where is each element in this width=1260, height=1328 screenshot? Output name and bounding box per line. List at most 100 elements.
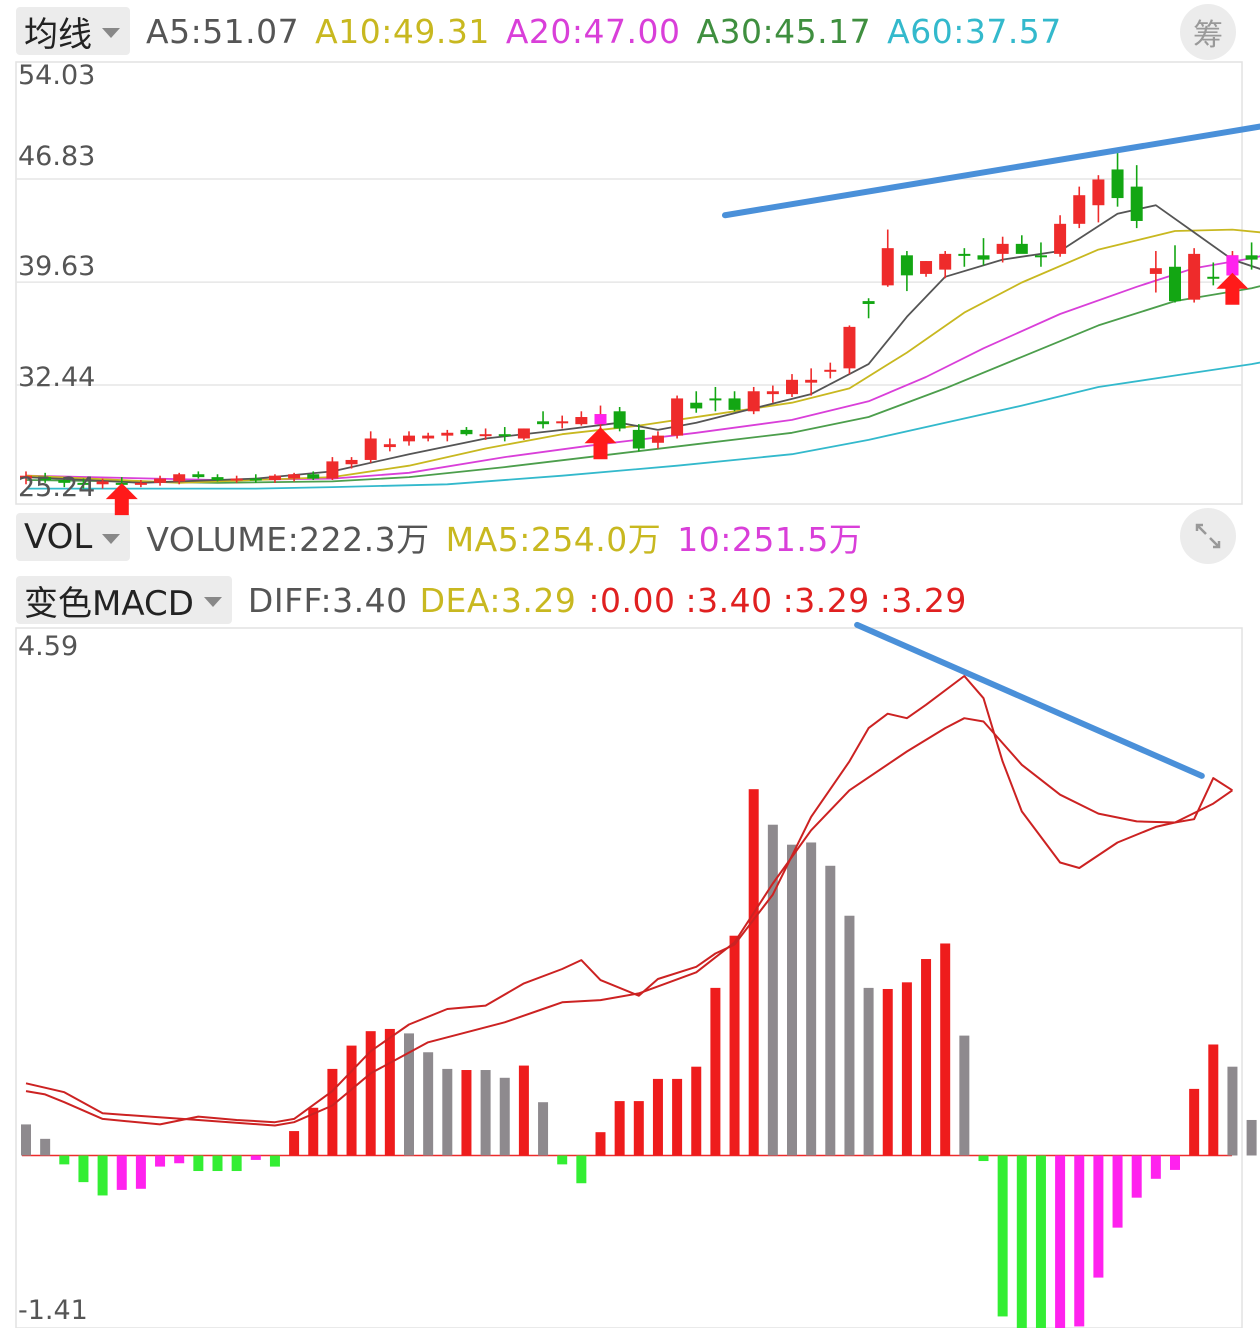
ma10-line	[25, 228, 1260, 484]
macd-bar	[1035, 1155, 1046, 1328]
macd-bar	[442, 1068, 453, 1156]
candle-body	[154, 478, 167, 483]
candle-body	[96, 481, 109, 485]
macd-bar	[978, 1155, 989, 1162]
macd-bar	[921, 959, 932, 1156]
macd-bar	[212, 1155, 223, 1172]
macd-bar	[538, 1102, 549, 1156]
chevron-down-icon	[203, 597, 222, 607]
ma-header: 均线 A5:51.07 A10:49.31 A20:47.00 A30:45.1…	[0, 2, 1062, 60]
macd-bar	[576, 1155, 587, 1184]
macd-bar	[767, 824, 778, 1156]
candle-body	[843, 326, 856, 369]
ma20-line	[25, 255, 1260, 481]
macd-bar	[1055, 1155, 1066, 1328]
macd-value-1: :0.00	[588, 580, 676, 620]
indicator-selector-vol[interactable]: VOL	[16, 513, 131, 561]
macd-value-2: :3.40	[685, 580, 773, 620]
candle-body	[1130, 186, 1143, 221]
expand-button[interactable]	[1180, 508, 1236, 564]
macd-bar	[787, 844, 797, 1156]
macd-bar	[155, 1155, 166, 1167]
macd-bar	[365, 1031, 376, 1156]
macd-bar	[480, 1070, 491, 1156]
macd-bar	[863, 987, 874, 1156]
ma30-line	[25, 285, 1260, 484]
macd-bar	[633, 1101, 644, 1156]
candle-body	[575, 417, 588, 425]
chip-distribution-button[interactable]: 筹	[1180, 4, 1236, 60]
vol-header: VOL VOLUME:222.3万 MA5:254.0万 10:251.5万	[0, 508, 862, 566]
candle-body	[134, 482, 147, 485]
candle-body	[1207, 276, 1220, 279]
macd-bar	[518, 1065, 529, 1156]
price-tick-3: 32.44	[18, 362, 96, 393]
candle-body	[268, 475, 281, 480]
candle-body	[39, 477, 52, 480]
macd-bar	[997, 1155, 1008, 1317]
ma60-line	[26, 361, 1260, 490]
candle-body	[20, 475, 32, 479]
macd-bar	[135, 1155, 146, 1189]
price-tick-1: 46.83	[18, 141, 96, 172]
candle-body	[1245, 255, 1258, 260]
candle-body	[690, 402, 703, 409]
candle-body	[1111, 169, 1124, 199]
candle-body	[651, 435, 664, 443]
candle-body	[460, 429, 473, 435]
macd-bar	[423, 1052, 434, 1156]
candle-body	[900, 255, 913, 276]
candle-body	[249, 478, 262, 481]
candle-body	[805, 379, 818, 383]
candle-body	[977, 255, 990, 260]
candle-body	[77, 482, 90, 485]
candle-body	[747, 391, 760, 412]
macd-bar	[1170, 1155, 1180, 1170]
macd-bar	[289, 1131, 300, 1156]
indicator-selector-label: 变色MACD	[24, 583, 194, 624]
macd-bar	[308, 1107, 319, 1156]
indicator-selector-label: 均线	[24, 14, 92, 55]
candle-body	[58, 479, 71, 483]
price-tick-4: 25.24	[18, 472, 96, 503]
macd-bar	[1016, 1155, 1027, 1328]
macd-bar	[384, 1028, 395, 1156]
ma30-value: A30:45.17	[696, 11, 872, 51]
price-panel-frame	[15, 61, 1243, 505]
macd-bar	[729, 935, 740, 1156]
candle-body	[881, 248, 894, 286]
macd-dea-value: DEA:3.29	[419, 580, 577, 620]
buy-signal-arrow-icon	[1216, 272, 1249, 305]
macd-bar	[1208, 1044, 1219, 1156]
macd-bar	[97, 1155, 108, 1196]
macd-bar	[940, 943, 951, 1156]
macd-bar	[882, 988, 893, 1156]
indicator-selector-macd[interactable]: 变色MACD	[16, 576, 232, 624]
macd-bar	[844, 915, 855, 1156]
dea-line	[25, 717, 1233, 1127]
macd-tick-top: 4.59	[18, 631, 79, 662]
price-tick-0: 54.03	[18, 60, 96, 91]
candle-body	[422, 435, 435, 439]
macd-bar	[499, 1077, 510, 1156]
macd-bar	[1074, 1155, 1085, 1327]
ma60-value: A60:37.57	[887, 11, 1062, 51]
macd-bar	[193, 1155, 204, 1172]
macd-bar	[901, 982, 912, 1156]
candle-body	[1015, 243, 1028, 254]
candle-body	[728, 398, 741, 410]
macd-bar	[327, 1068, 338, 1156]
candle-body	[307, 474, 320, 479]
macd-value-3: :3.29	[782, 580, 870, 620]
indicator-selector-ma[interactable]: 均线	[16, 7, 130, 55]
price-tick-2: 39.63	[18, 251, 96, 282]
candle-body	[364, 438, 377, 460]
chip-button-label: 筹	[1193, 18, 1223, 53]
buy-signal-arrow-icon	[584, 427, 617, 460]
macd-bar	[174, 1155, 185, 1164]
ma5-value: A5:51.07	[146, 11, 300, 51]
macd-bar	[748, 789, 759, 1156]
macd-bar	[691, 1066, 702, 1156]
candle-body	[1169, 266, 1181, 302]
